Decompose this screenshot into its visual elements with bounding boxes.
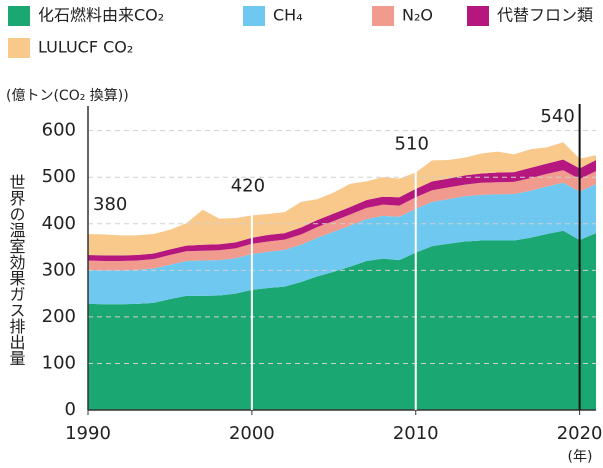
area-band <box>88 182 596 305</box>
legend-label: CH₄ <box>273 6 303 25</box>
area-band <box>88 142 596 256</box>
x-unit-label: (年) <box>568 449 593 465</box>
annotation-label: 380 <box>93 194 127 215</box>
annotation-label: 510 <box>395 134 429 155</box>
y-axis-title: 世界の温室効果ガス排出量 <box>7 174 26 366</box>
y-tick-label: 0 <box>65 399 76 420</box>
annotation-label: 540 <box>540 106 574 127</box>
y-tick-label: 200 <box>42 306 76 327</box>
legend-label: LULUCF CO₂ <box>38 38 133 57</box>
area-band <box>88 170 596 271</box>
legend-swatch <box>8 6 30 26</box>
y-tick-label: 600 <box>42 120 76 141</box>
annotation-label: 420 <box>231 175 265 196</box>
y-tick-label: 300 <box>42 259 76 280</box>
legend-label: 代替フロン類 <box>497 6 593 25</box>
legend-swatch <box>372 6 394 26</box>
area-band <box>88 159 596 261</box>
legend-swatch <box>467 6 489 26</box>
area-band <box>88 230 596 410</box>
x-tick-label: 2000 <box>229 423 275 444</box>
legend-label: N₂O <box>402 6 433 25</box>
y-tick-label: 500 <box>42 166 76 187</box>
x-tick-label: 2020 <box>557 423 603 444</box>
y-tick-label: 100 <box>42 352 76 373</box>
x-tick-label: 1990 <box>65 423 111 444</box>
y-tick-label: 400 <box>42 213 76 234</box>
x-tick-label: 2010 <box>393 423 439 444</box>
y-unit-label: (億トン(CO₂ 換算)) <box>6 88 129 104</box>
legend-label: 化石燃料由来CO₂ <box>38 6 164 25</box>
legend-swatch <box>243 6 265 26</box>
legend-swatch <box>8 38 30 58</box>
